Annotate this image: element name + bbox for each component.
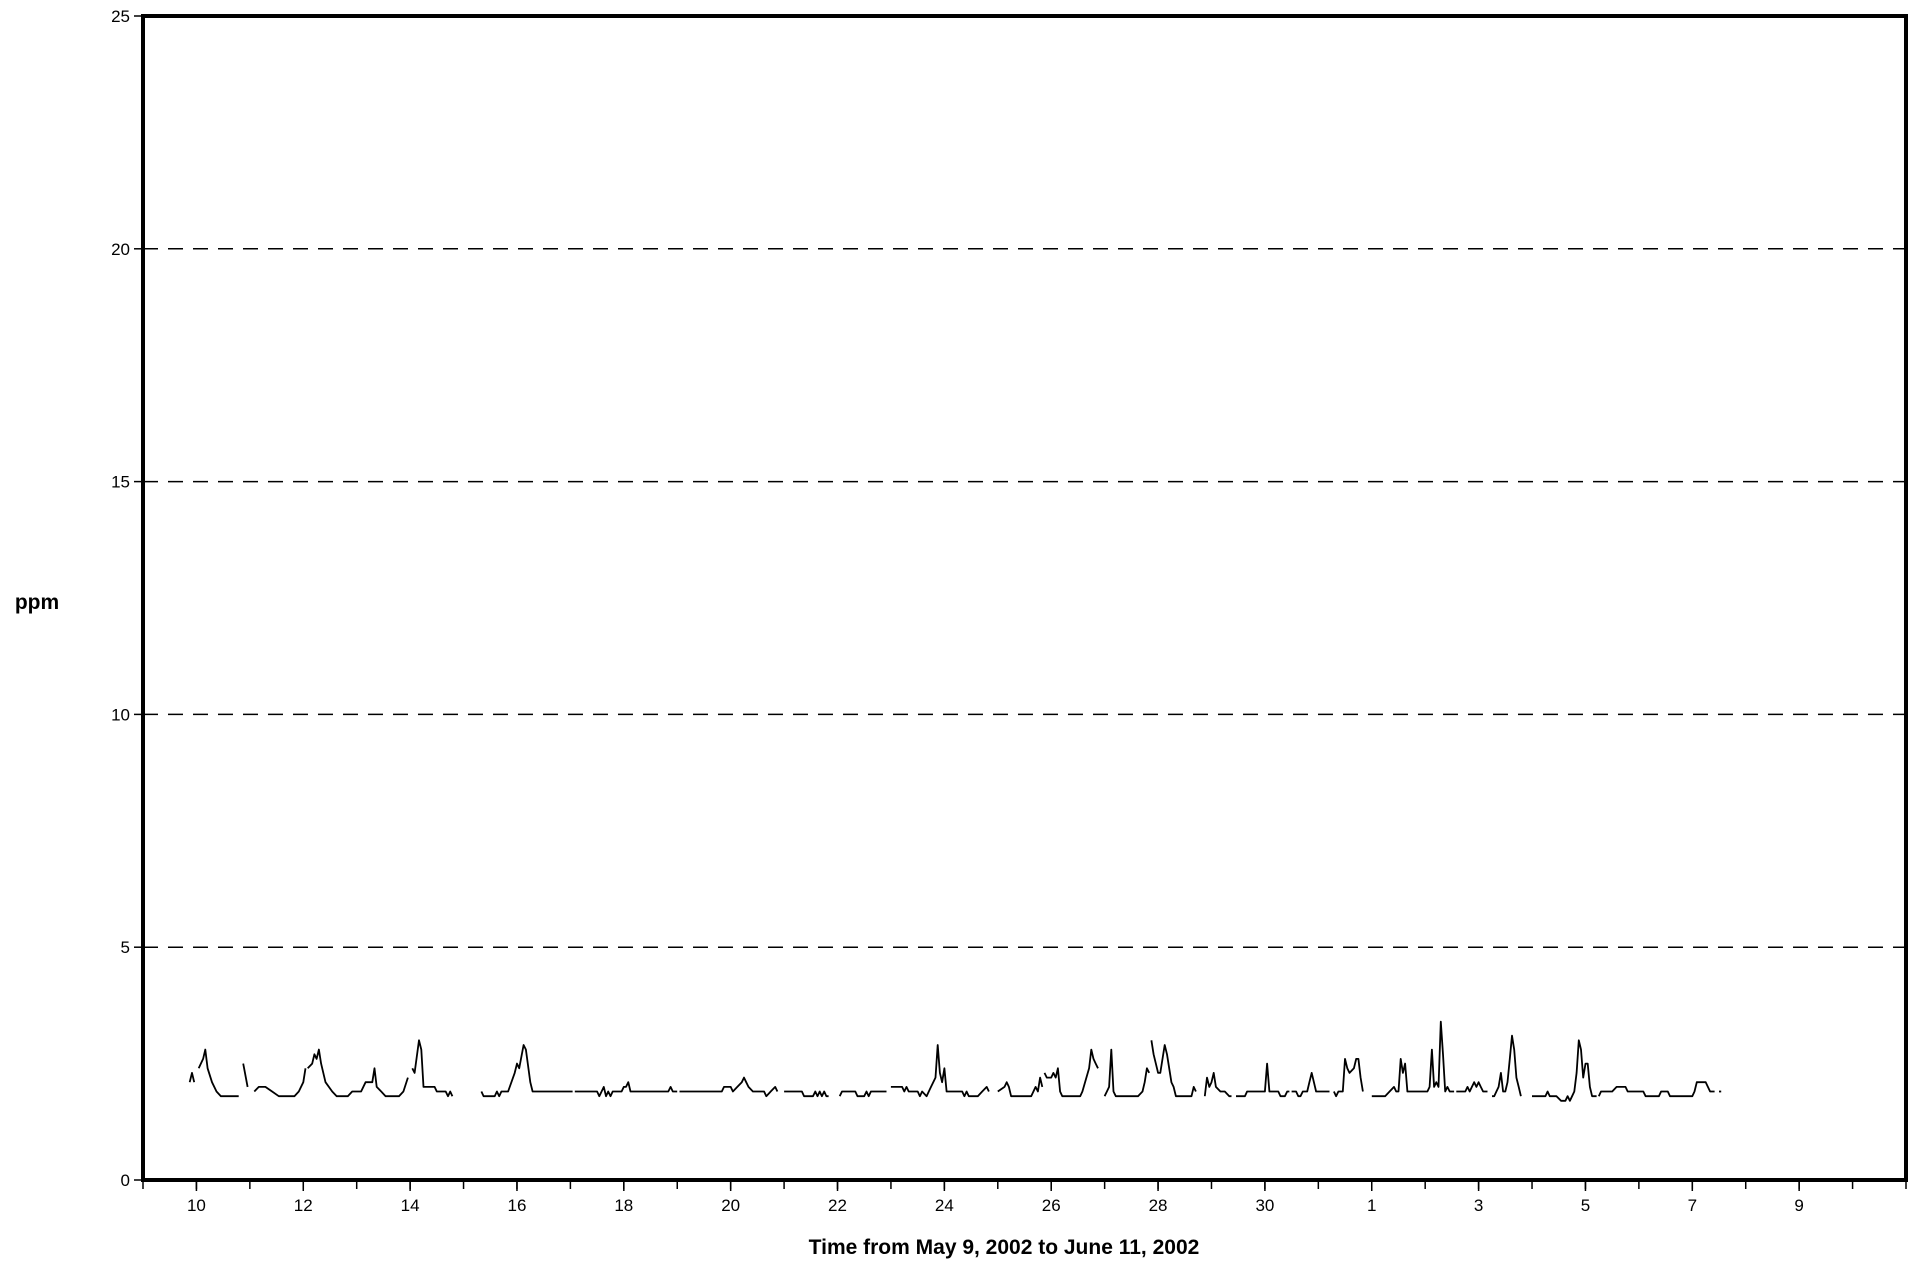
series-line-segment (890, 1044, 990, 1098)
series-line-segment (1333, 1058, 1364, 1098)
series-line-segment (253, 1068, 307, 1098)
series-line-segment (838, 1090, 887, 1098)
plot-series (188, 1020, 1722, 1102)
x-axis-title: Time from May 9, 2002 to June 11, 2002 (809, 1236, 1200, 1259)
x-tick-label: 22 (828, 1196, 847, 1215)
series-line-segment (1236, 1062, 1290, 1098)
y-tick-label: 10 (111, 705, 130, 724)
x-tick-label: 16 (508, 1196, 527, 1215)
series-line-segment (784, 1090, 829, 1098)
series-line-segment (480, 1044, 573, 1098)
x-tick-label: 26 (1042, 1196, 1061, 1215)
x-tick-label: 30 (1255, 1196, 1274, 1215)
series-line-segment (1291, 1072, 1330, 1098)
x-tick-label: 1 (1367, 1196, 1376, 1215)
series-line-segment (574, 1081, 678, 1098)
series-line-segment (1203, 1072, 1232, 1098)
series-line-segment (197, 1048, 239, 1098)
series-line-segment (1371, 1020, 1455, 1098)
y-tick-label: 5 (121, 938, 130, 957)
series-line-segment (1043, 1048, 1099, 1098)
x-axis: 10 12 14 16 18 20 22 24 26 28 30 1 3 5 7 9 (142, 1180, 1907, 1215)
plot-frame (141, 14, 1908, 1182)
x-tick-label: 9 (1794, 1196, 1803, 1215)
series-line-segment (411, 1039, 454, 1098)
y-tick-label: 20 (111, 240, 130, 259)
y-axis: 0 5 10 15 20 25 (111, 7, 143, 1190)
x-tick-label: 18 (614, 1196, 633, 1215)
x-tick-label: 3 (1474, 1196, 1483, 1215)
y-tick-label: 15 (111, 473, 130, 492)
gridlines (143, 248, 1906, 948)
series-line-segment (1597, 1081, 1715, 1098)
x-tick-label: 14 (401, 1196, 420, 1215)
series-line-segment (1150, 1040, 1197, 1098)
y-axis-title: ppm (15, 591, 59, 614)
series-line-segment (1532, 1039, 1597, 1102)
series-line-segment (1456, 1081, 1488, 1093)
y-tick-label: 0 (121, 1171, 130, 1190)
y-tick-label: 25 (111, 7, 130, 26)
x-tick-label: 24 (935, 1196, 954, 1215)
x-tick-label: 20 (721, 1196, 740, 1215)
x-tick-label: 28 (1149, 1196, 1168, 1215)
series-line-segment (997, 1076, 1044, 1098)
series-line-segment (242, 1063, 249, 1088)
x-tick-label: 10 (187, 1196, 206, 1215)
series-line-segment (188, 1072, 196, 1083)
series-line-segment (307, 1048, 409, 1098)
x-tick-label: 7 (1688, 1196, 1697, 1215)
series-line-segment (1492, 1034, 1522, 1098)
series-line-segment (1103, 1048, 1151, 1098)
x-tick-label: 5 (1581, 1196, 1590, 1215)
series-line-segment (679, 1076, 779, 1098)
x-tick-label: 12 (294, 1196, 313, 1215)
